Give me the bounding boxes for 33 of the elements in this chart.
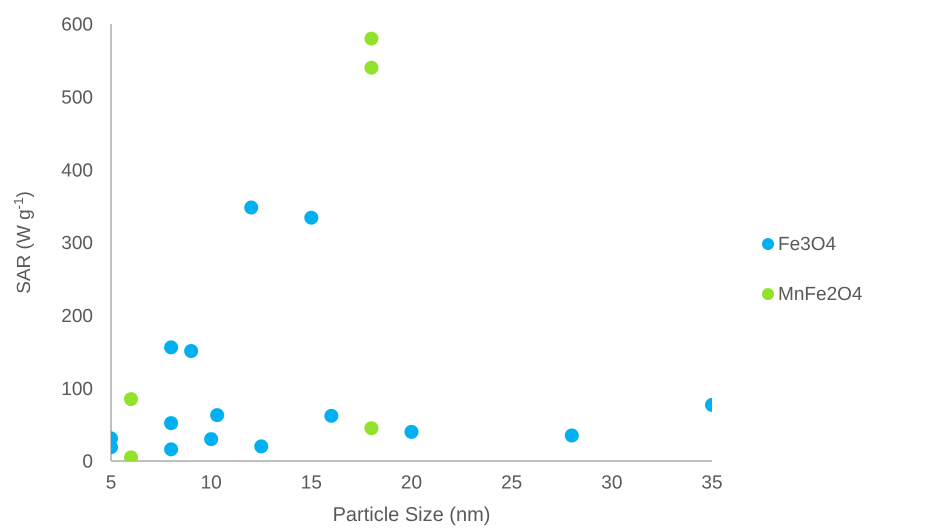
x-tick-label: 25 bbox=[501, 472, 522, 494]
point bbox=[164, 416, 178, 430]
point bbox=[304, 210, 318, 225]
point bbox=[164, 442, 178, 456]
x-tick-label: 30 bbox=[601, 472, 622, 494]
legend-label: MnFe2O4 bbox=[778, 284, 862, 304]
y-tick-label: 0 bbox=[82, 452, 93, 473]
point bbox=[324, 408, 338, 423]
point bbox=[364, 60, 378, 75]
y-tick-label: 500 bbox=[61, 88, 93, 109]
point bbox=[204, 432, 218, 446]
x-tick-label: 5 bbox=[106, 472, 116, 494]
point bbox=[564, 428, 579, 443]
point bbox=[124, 392, 138, 406]
point bbox=[210, 408, 224, 422]
x-axis-title: Particle Size (nm) bbox=[332, 504, 490, 526]
point bbox=[164, 340, 178, 354]
point bbox=[254, 439, 268, 454]
y-tick-label: 400 bbox=[61, 160, 93, 182]
y-tick-label: 300 bbox=[61, 233, 93, 254]
y-tick-label: 600 bbox=[61, 14, 93, 36]
x-tick-label: 20 bbox=[400, 472, 422, 494]
point bbox=[404, 424, 418, 439]
x-tick-label: 15 bbox=[300, 472, 322, 494]
point bbox=[364, 32, 378, 46]
y-tick-label: 100 bbox=[61, 378, 93, 400]
legend-label: Fe3O4 bbox=[778, 234, 836, 254]
point bbox=[364, 421, 378, 436]
x-tick-label: 35 bbox=[701, 472, 723, 494]
y-tick-label: 200 bbox=[61, 306, 93, 328]
point bbox=[244, 200, 258, 215]
point bbox=[184, 344, 198, 358]
x-tick-label: 10 bbox=[200, 472, 222, 494]
